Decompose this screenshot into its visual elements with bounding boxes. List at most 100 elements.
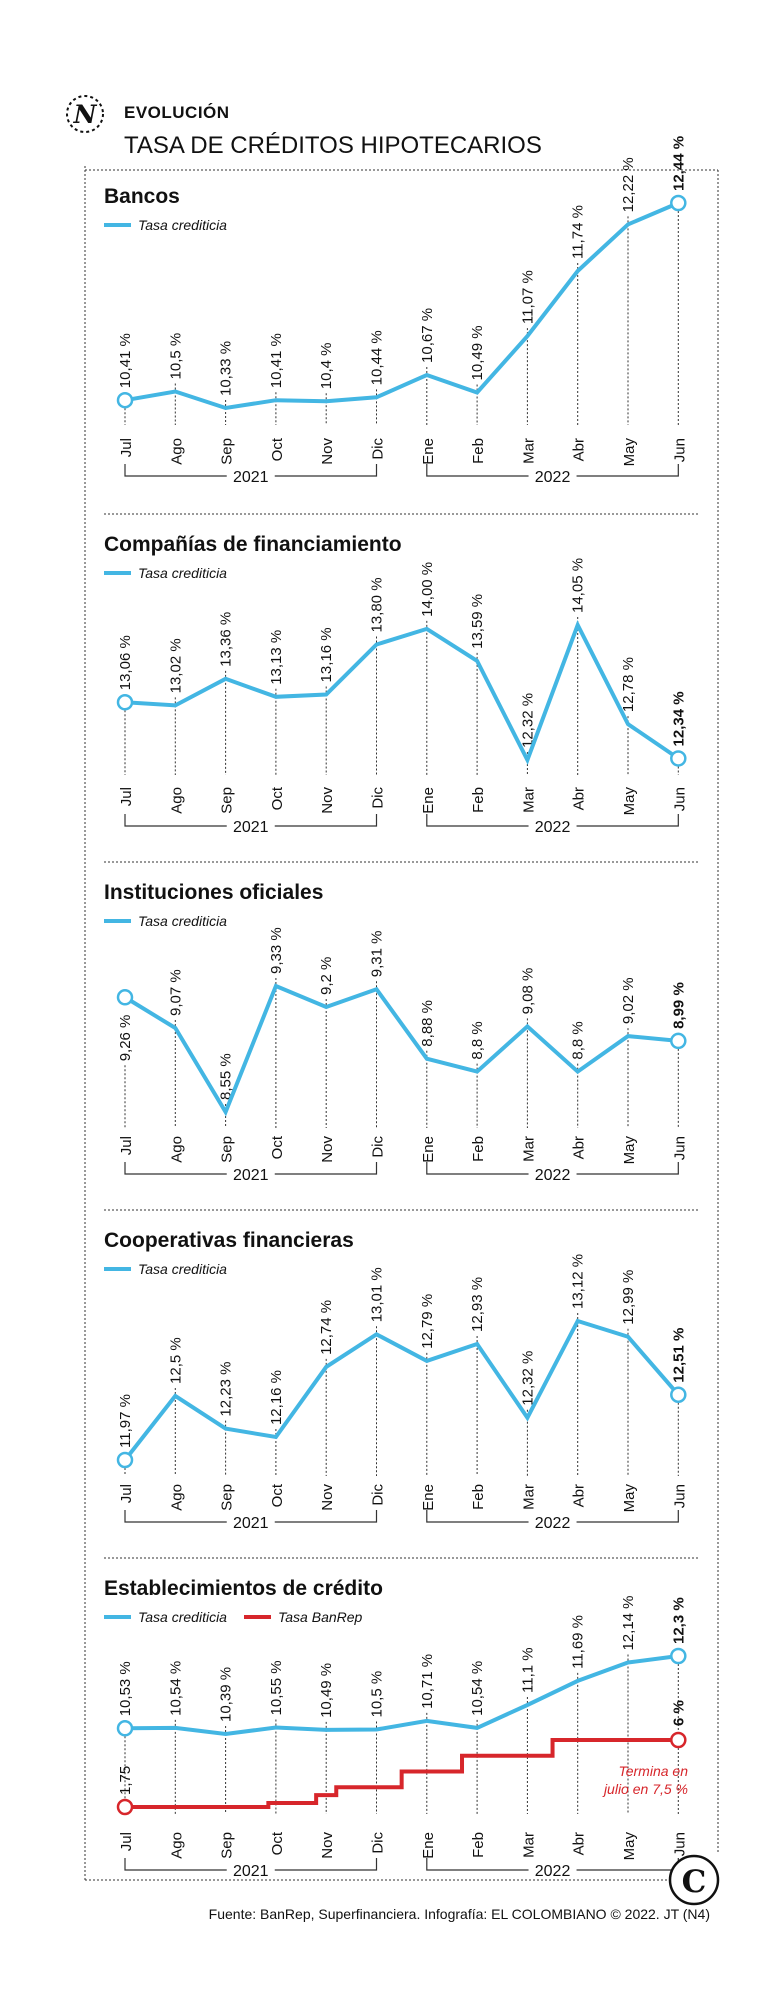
series-line: [124, 620, 680, 765]
footer-logo: C: [668, 1854, 720, 1906]
data-label: 12,34 %: [670, 691, 687, 746]
chart-panel: Cooperativas financieras Tasa crediticia 1…: [104, 1229, 688, 1532]
endpoint-marker: [116, 989, 134, 1006]
legend-label: Tasa BanRep: [278, 1609, 363, 1625]
data-label: 13,13 %: [268, 630, 285, 685]
logo-letter: N: [73, 100, 98, 129]
month-label: Oct: [269, 437, 286, 461]
data-label: 13,12 %: [570, 1254, 587, 1309]
month-label: Feb: [470, 438, 487, 464]
year-bracket: [426, 1162, 679, 1175]
banrep-label: 6 %: [670, 1700, 687, 1726]
data-label: 8,88 %: [419, 1000, 436, 1047]
month-label: Sep: [219, 787, 236, 814]
month-label: Jul: [118, 1832, 135, 1851]
logo-badge: [66, 95, 104, 133]
legend-label: Tasa crediticia: [138, 913, 227, 929]
endpoint-marker: [116, 694, 134, 711]
month-label: May: [621, 1832, 638, 1861]
banrep-marker: [116, 1798, 134, 1816]
month-label: Dic: [370, 438, 387, 460]
year-label: 2022: [535, 469, 571, 486]
data-label: 12,79 %: [419, 1294, 436, 1349]
month-label: Jul: [118, 438, 135, 457]
panel-title: Cooperativas financieras: [104, 1229, 354, 1252]
endpoint-marker: [670, 750, 687, 767]
chart-panel: Instituciones oficiales Tasa crediticia 9,…: [104, 881, 688, 1184]
month-label: Jun: [671, 1136, 688, 1160]
year-label: 2021: [233, 1515, 269, 1532]
data-label: 13,59 %: [469, 594, 486, 649]
month-label: Oct: [269, 1483, 286, 1507]
month-label: Abr: [571, 1136, 588, 1159]
data-label: 14,05 %: [570, 558, 587, 613]
month-label: Abr: [571, 438, 588, 461]
year-label: 2022: [535, 1515, 571, 1532]
data-label: 9,26 %: [117, 1015, 134, 1062]
month-label: Dic: [370, 1136, 387, 1158]
year-bracket: [124, 1162, 378, 1175]
month-label: Mar: [520, 1136, 537, 1162]
legend-label: Tasa crediticia: [138, 1261, 227, 1277]
data-label: 10,53 %: [117, 1661, 134, 1716]
chart-panel: Establecimientos de crédito Tasa creditic…: [104, 1577, 688, 1880]
month-label: Dic: [370, 1832, 387, 1854]
year-bracket: [124, 1510, 378, 1523]
footer-logo-letter: C: [682, 1864, 707, 1900]
data-label: 10,49 %: [469, 325, 486, 380]
data-label: 10,4 %: [318, 342, 335, 389]
data-label: 14,00 %: [419, 562, 436, 617]
year-bracket: [426, 464, 679, 477]
year-label: 2021: [233, 819, 269, 836]
data-label: 13,06 %: [117, 635, 134, 690]
month-label: Ago: [168, 1484, 185, 1511]
endpoint-marker: [116, 1720, 134, 1737]
data-label: 10,39 %: [218, 1667, 235, 1722]
month-label: May: [621, 1484, 638, 1513]
banrep-marker: [670, 1731, 687, 1749]
month-label: Jul: [118, 787, 135, 806]
month-label: Ago: [168, 1832, 185, 1859]
year-label: 2021: [233, 1167, 269, 1184]
month-label: Mar: [520, 787, 537, 813]
data-label: 12,23 %: [218, 1362, 235, 1417]
month-label: Abr: [571, 787, 588, 810]
series-line: [123, 1318, 680, 1462]
data-label: 8,8 %: [570, 1021, 587, 1059]
month-label: Ene: [420, 787, 437, 814]
month-label: Sep: [219, 1832, 236, 1859]
data-label: 12,74 %: [318, 1300, 335, 1355]
month-label: Sep: [219, 1136, 236, 1163]
data-label: 13,16 %: [318, 627, 335, 682]
month-label: May: [621, 1136, 638, 1165]
panel-title: Bancos: [104, 185, 180, 208]
month-label: Oct: [269, 786, 286, 810]
data-label: 9,07 %: [167, 969, 184, 1016]
month-label: Mar: [520, 1484, 537, 1510]
data-label: 8,55 %: [218, 1053, 235, 1100]
data-label: 12,99 %: [620, 1270, 637, 1325]
data-label: 12,51 %: [670, 1328, 687, 1383]
header: N EVOLUCIÓN TASA DE CRÉDITOS HIPOTECARIO…: [66, 95, 542, 159]
month-label: Nov: [319, 438, 336, 465]
data-label: 10,54 %: [167, 1661, 184, 1716]
data-label: 9,02 %: [620, 977, 637, 1024]
year-label: 2022: [535, 1863, 571, 1880]
data-label: 10,5 %: [167, 333, 184, 380]
month-label: Feb: [470, 1484, 487, 1510]
data-label: 10,5 %: [369, 1671, 386, 1718]
endpoint-marker: [670, 1386, 687, 1403]
data-label: 12,3 %: [670, 1597, 687, 1644]
data-label: 11,74 %: [570, 205, 587, 259]
series-line: [124, 1654, 679, 1737]
month-label: May: [621, 787, 638, 816]
year-label: 2022: [535, 819, 571, 836]
header-kicker: EVOLUCIÓN: [124, 103, 230, 122]
month-label: Ene: [420, 1484, 437, 1511]
data-label: 13,80 %: [369, 577, 386, 632]
month-label: Sep: [219, 1484, 236, 1511]
panel-title: Compañías de financiamiento: [104, 533, 402, 556]
data-label: 12,78 %: [620, 657, 637, 712]
data-label: 10,55 %: [268, 1660, 285, 1715]
month-label: Jun: [671, 1484, 688, 1508]
